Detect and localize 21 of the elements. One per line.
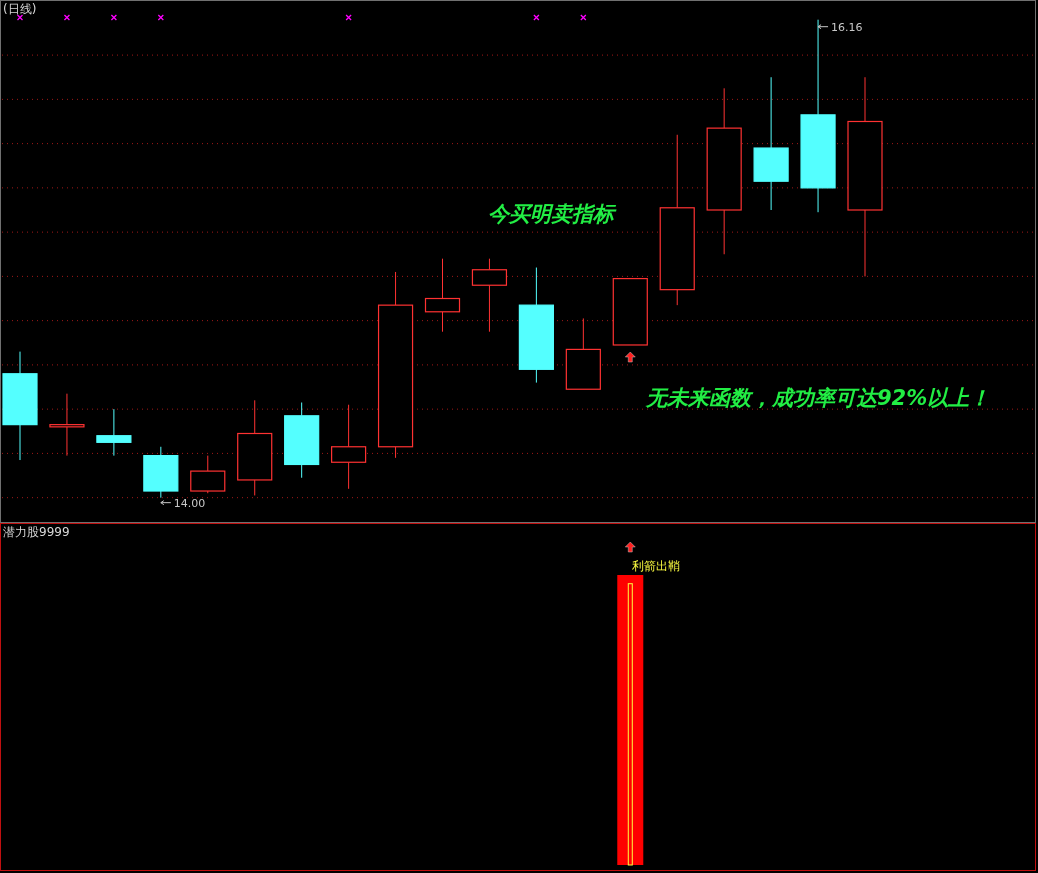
text: 利箭出鞘 xyxy=(632,559,681,573)
candlestick xyxy=(237,399,273,496)
candlestick xyxy=(96,408,132,457)
candlestick xyxy=(377,271,414,459)
candlestick xyxy=(518,267,554,384)
chart-title: (日线) xyxy=(3,2,37,16)
candlestick xyxy=(424,258,461,333)
candlestick xyxy=(659,134,695,306)
candlestick xyxy=(49,393,85,457)
annotation: 16.16 xyxy=(831,20,863,34)
annotation: 14.00 xyxy=(173,496,206,510)
candlestick xyxy=(2,351,38,461)
candlestick xyxy=(331,404,367,490)
chart-title: 潜力股9999 xyxy=(3,525,70,539)
candlestick xyxy=(284,402,320,479)
candlestick xyxy=(471,258,508,333)
candlestick xyxy=(706,87,742,255)
annotation: 今买明卖指标 xyxy=(488,202,617,226)
candlestick xyxy=(753,76,789,211)
annotation: 无未来函数，成功率可达92%以上！ xyxy=(645,386,991,410)
candlestick xyxy=(847,76,883,277)
